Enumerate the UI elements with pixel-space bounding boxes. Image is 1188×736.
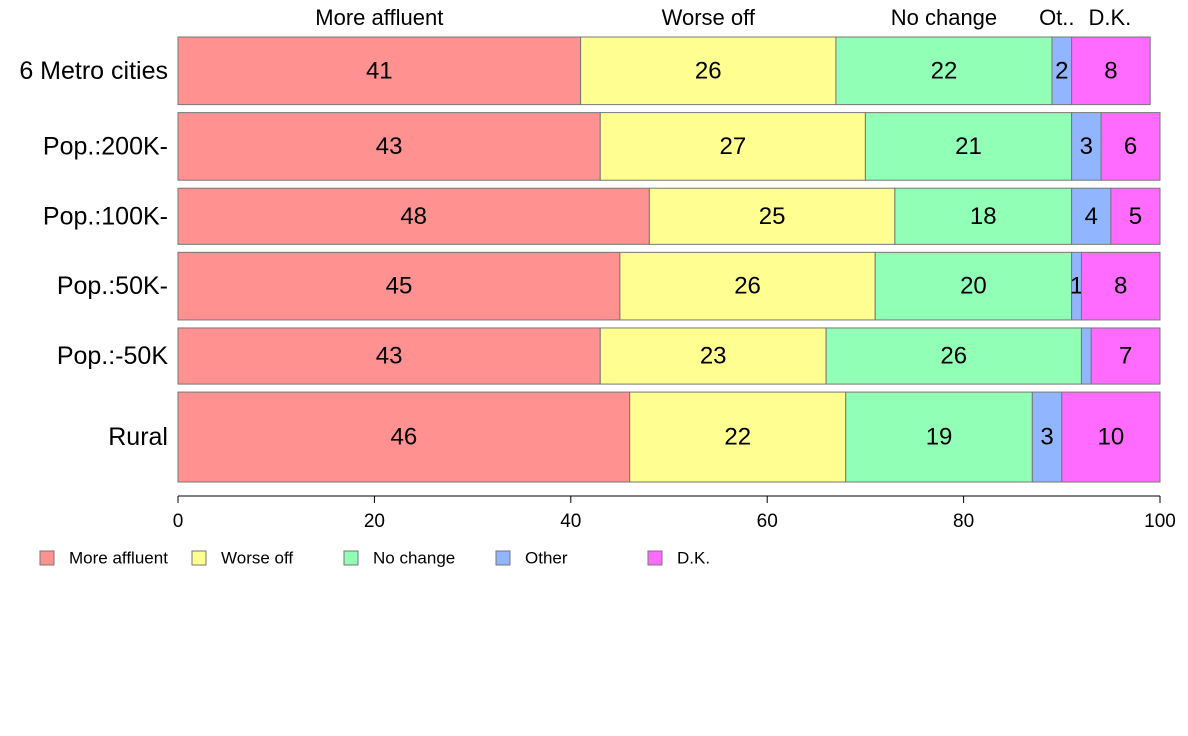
x-tick-label: 0 <box>173 511 184 532</box>
bar-segment-d-k <box>1080 251 1161 321</box>
data-label: 43 <box>376 133 403 160</box>
data-label: 7 <box>1119 343 1132 370</box>
bar-segment-worse-off <box>580 36 837 106</box>
bar-row-pop-50k: 43 23 26 7 <box>177 327 1161 385</box>
bar-segment-worse-off <box>648 187 896 245</box>
series-top-label: Worse off <box>662 5 756 30</box>
bar-segment-no-change <box>845 391 1033 483</box>
data-label: 10 <box>1098 424 1125 451</box>
data-label: 1 <box>1070 273 1083 300</box>
x-tick-label: 60 <box>757 511 778 532</box>
data-label: 6 <box>1124 133 1137 160</box>
bar-segment-more-affluent <box>177 251 621 321</box>
bar-segment-no-change <box>864 112 1073 181</box>
bar-segment-no-change <box>825 327 1082 385</box>
legend: More affluent Worse off No change Other D.K. <box>39 549 710 568</box>
bar-segment-more-affluent <box>177 327 601 385</box>
x-tick-label: 20 <box>364 511 385 532</box>
legend-label-d-k: D.K. <box>677 549 710 568</box>
data-label: 23 <box>700 343 727 370</box>
bar-segment-no-change <box>894 187 1073 245</box>
bar-row-rural: 46 22 19 3 10 <box>177 391 1161 483</box>
top-series-labels: More affluent Worse off No change Ot.. D.K. <box>315 5 1131 30</box>
x-tick-label: 40 <box>560 511 581 532</box>
series-top-label: No change <box>891 5 997 30</box>
bar-segment-other <box>1071 187 1112 245</box>
bar-row-6-metro-cities: 41 26 22 2 8 <box>177 36 1151 106</box>
data-label: 8 <box>1114 273 1127 300</box>
series-top-label: More affluent <box>315 5 443 30</box>
legend-label-more-affluent: More affluent <box>69 549 168 568</box>
bar-row-pop-100k: 48 25 18 4 5 <box>177 187 1161 245</box>
bar-segment-other <box>1031 391 1063 483</box>
data-label: 20 <box>960 273 987 300</box>
category-label: Pop.:100K- <box>43 202 168 230</box>
bar-segment-d-k <box>1110 187 1161 245</box>
legend-label-no-change: No change <box>373 549 455 568</box>
data-label: 26 <box>695 57 722 84</box>
category-label: Pop.:50K- <box>57 272 168 300</box>
legend-swatch-no-change <box>343 550 359 566</box>
bar-segment-worse-off <box>619 251 876 321</box>
data-label: 3 <box>1040 424 1053 451</box>
data-label: 5 <box>1129 203 1142 230</box>
data-label: 41 <box>366 57 393 84</box>
series-top-label: Ot.. <box>1039 5 1074 30</box>
bar-segment-no-change <box>835 36 1053 106</box>
data-label: 25 <box>759 203 786 230</box>
bar-segment-no-change <box>874 251 1073 321</box>
bar-segment-more-affluent <box>177 187 650 245</box>
bar-segment-d-k <box>1071 36 1151 106</box>
bar-segment-worse-off <box>599 327 827 385</box>
bar-segment-more-affluent <box>177 112 601 181</box>
bars: 41 26 22 2 843 27 21 3 648 25 18 4 545 26 20 1 843 23 26 74… <box>177 36 1161 483</box>
data-label: 26 <box>734 273 761 300</box>
legend-swatch-d-k <box>647 550 663 566</box>
bar-segment-other <box>1071 112 1102 181</box>
category-label: Rural <box>108 423 168 451</box>
bar-segment-other <box>1080 327 1092 385</box>
data-label: 27 <box>719 133 746 160</box>
data-label: 26 <box>940 343 967 370</box>
bar-segment-d-k <box>1061 391 1161 483</box>
data-label: 2 <box>1055 57 1068 84</box>
bar-segment-d-k <box>1100 112 1161 181</box>
bar-segment-more-affluent <box>177 36 582 106</box>
data-label: 3 <box>1080 133 1093 160</box>
category-label: 6 Metro cities <box>19 57 168 85</box>
category-label: Pop.:-50K <box>57 342 169 370</box>
data-label: 46 <box>391 424 418 451</box>
bar-segment-more-affluent <box>177 391 631 483</box>
legend-swatch-more-affluent <box>39 550 55 566</box>
row-labels: 6 Metro cities Pop.:200K- Pop.:100K- Pop.:5… <box>19 57 168 451</box>
x-tick-label: 80 <box>953 511 974 532</box>
data-label: 48 <box>400 203 427 230</box>
data-label: 19 <box>926 424 953 451</box>
data-label: 43 <box>376 343 403 370</box>
bar-row-pop-200k: 43 27 21 3 6 <box>177 112 1161 181</box>
x-tick-label: 100 <box>1144 511 1176 532</box>
legend-label-other: Other <box>525 549 568 568</box>
series-top-label: D.K. <box>1089 5 1132 30</box>
bar-segment-worse-off <box>599 112 866 181</box>
legend-label-worse-off: Worse off <box>221 549 293 568</box>
data-label: 22 <box>724 424 751 451</box>
bar-row-pop-50k: 45 26 20 1 8 <box>177 251 1161 321</box>
data-label: 4 <box>1085 203 1098 230</box>
data-label: 21 <box>955 133 982 160</box>
data-label: 22 <box>931 57 958 84</box>
data-label: 18 <box>970 203 997 230</box>
x-axis: 0 20 40 60 80 100 <box>173 495 1176 532</box>
legend-swatch-worse-off <box>191 550 207 566</box>
data-label: 45 <box>386 273 413 300</box>
legend-swatch-other <box>495 550 511 566</box>
category-label: Pop.:200K- <box>43 132 168 160</box>
data-label: 8 <box>1104 57 1117 84</box>
bar-segment-d-k <box>1090 327 1161 385</box>
